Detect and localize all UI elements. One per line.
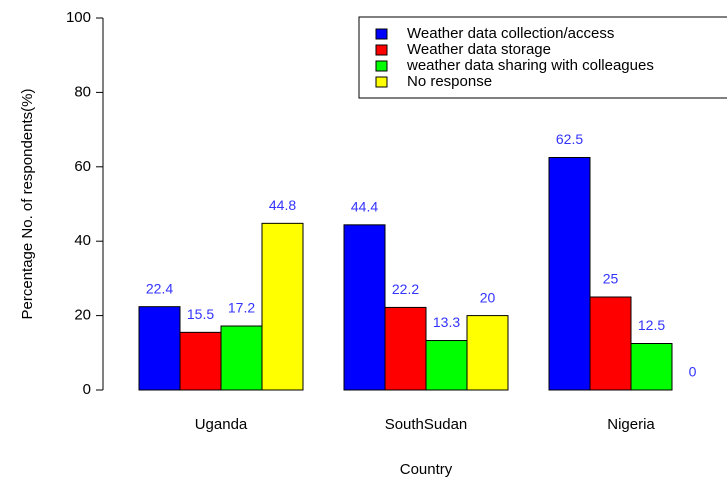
value-label: 0 [689,364,697,380]
value-label: 15.5 [187,306,214,322]
legend-label: weather data sharing with colleagues [406,57,654,74]
y-tick-label: 100 [66,9,91,26]
y-axis-title: Percentage No. of respondents(%) [19,89,36,320]
legend-label: Weather data collection/access [407,25,614,42]
value-label: 17.2 [228,300,255,316]
value-label: 44.8 [269,197,296,213]
legend-swatch [375,44,388,56]
bar [384,306,427,391]
legend-swatch [375,60,388,72]
bar [548,157,591,391]
value-label: 22.4 [146,280,173,296]
y-tick-label: 0 [83,381,91,398]
bar [630,343,673,391]
x-tick-label: Uganda [195,416,248,433]
y-tick-label: 40 [74,232,91,249]
bar [220,325,263,391]
x-tick-label: Nigeria [607,416,655,433]
bar [589,296,632,391]
value-label: 12.5 [638,317,665,333]
bar [179,331,222,391]
bar [425,340,468,391]
x-tick-label: SouthSudan [385,416,468,433]
value-label: 13.3 [433,314,460,330]
bar [261,222,304,391]
value-label: 62.5 [556,131,583,147]
legend-label: No response [407,73,492,90]
legend-box [358,16,727,99]
y-tick-label: 20 [74,307,91,324]
bar [138,306,181,391]
legend-swatch [375,76,388,88]
bar [466,315,509,391]
value-label: 44.4 [351,199,378,215]
legend-label: Weather data storage [407,41,551,58]
value-label: 22.2 [392,281,419,297]
value-label: 20 [480,289,496,305]
y-tick-label: 80 [74,83,91,100]
legend-swatch [375,28,388,40]
bar [343,224,386,391]
value-label: 25 [603,271,619,287]
x-axis-title: Country [400,461,453,478]
y-tick-label: 60 [74,158,91,175]
